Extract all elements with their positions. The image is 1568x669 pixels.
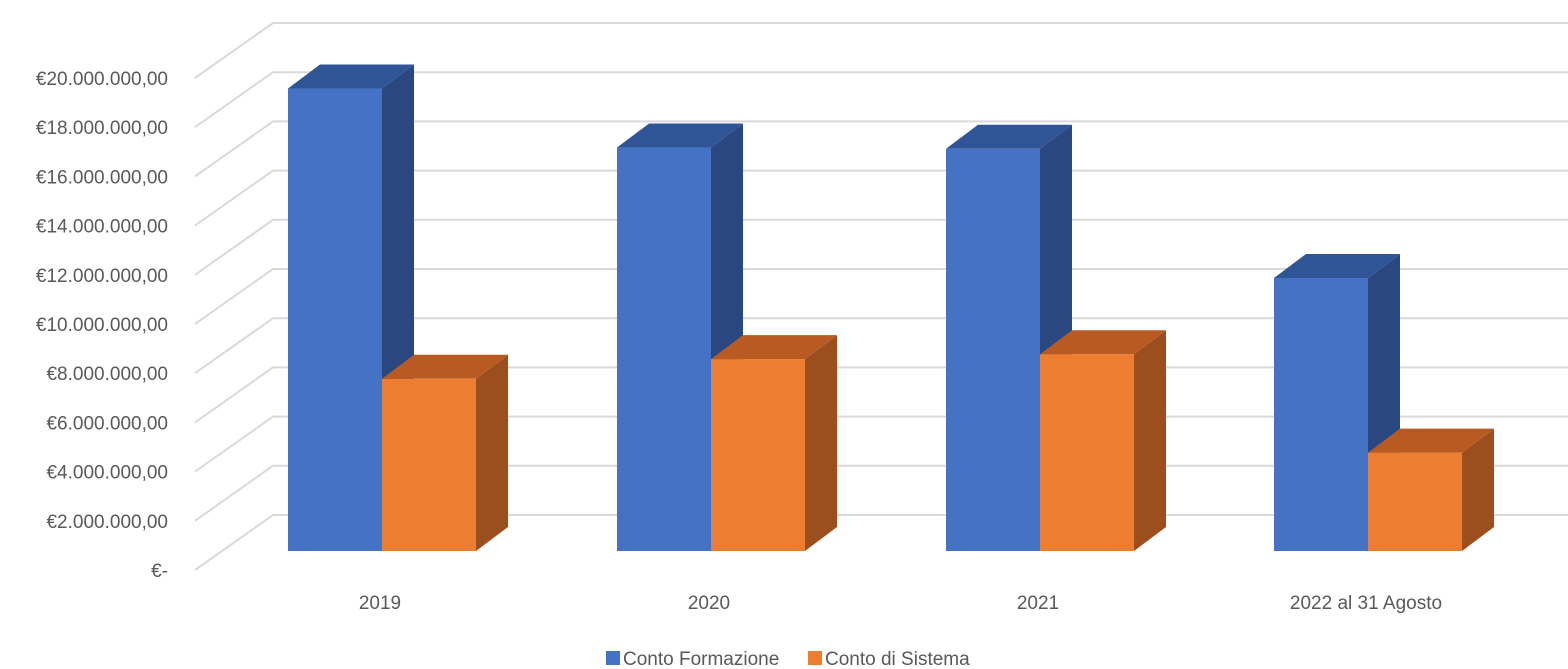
bar-side-face <box>805 335 837 551</box>
y-tick-label: €- <box>151 561 168 582</box>
y-tick-label: €4.000.000,00 <box>46 463 168 484</box>
bar-front-face <box>1274 277 1368 551</box>
y-tick-label: €2.000.000,00 <box>46 512 168 533</box>
y-tick-label: €14.000.000,00 <box>36 217 168 238</box>
y-tick-label: €20.000.000,00 <box>36 69 168 90</box>
bar-conto-di-sistema-1 <box>711 335 837 551</box>
legend-item: Conto Formazione <box>606 649 779 669</box>
x-category-label: 2022 al 31 Agosto <box>1290 593 1442 614</box>
y-tick-label: €8.000.000,00 <box>46 364 168 385</box>
bar-front-face <box>711 359 805 551</box>
bar-top-face <box>617 123 743 148</box>
legend: Conto Formazione Conto di Sistema <box>606 649 970 669</box>
x-category-label: 2021 <box>1017 593 1059 614</box>
bar-top-face <box>1368 428 1494 453</box>
bar-side-face <box>476 354 508 551</box>
gridline <box>194 317 1568 375</box>
legend-swatch <box>808 651 822 665</box>
bar-top-face <box>288 64 414 89</box>
bar-front-face <box>288 88 382 552</box>
bar-front-face <box>1040 354 1134 551</box>
gridline <box>194 268 1568 325</box>
bar-top-face <box>946 124 1072 149</box>
x-category-label: 2019 <box>359 593 401 614</box>
bar-conto-di-sistema-0 <box>382 354 508 551</box>
legend-swatch <box>606 651 620 665</box>
bar-top-face <box>711 335 837 360</box>
y-tick-label: €10.000.000,00 <box>36 315 168 336</box>
y-tick-label: €18.000.000,00 <box>36 118 168 139</box>
bar-front-face <box>617 147 711 551</box>
x-axis-category-labels: 2019 2020 2021 2022 al 31 Agosto <box>359 593 1442 614</box>
gridline <box>194 120 1568 178</box>
bar-front-face <box>382 378 476 551</box>
gridline <box>194 22 1568 79</box>
legend-label: Conto di Sistema <box>825 649 970 669</box>
y-tick-label: €12.000.000,00 <box>36 266 168 287</box>
bar-conto-formazione-2 <box>946 124 1072 552</box>
gridline <box>194 218 1568 276</box>
legend-label: Conto Formazione <box>623 649 779 669</box>
gridline <box>194 71 1568 129</box>
bar-front-face <box>946 148 1040 552</box>
bar-side-face <box>1462 428 1494 551</box>
bar-front-face <box>1368 452 1462 551</box>
x-category-label: 2020 <box>688 593 730 614</box>
bars <box>288 64 1494 552</box>
y-tick-label: €16.000.000,00 <box>36 167 168 188</box>
bar-top-face <box>1274 253 1400 278</box>
bar-top-face <box>1040 330 1166 355</box>
bar-conto-di-sistema-3 <box>1368 428 1494 551</box>
bar-conto-di-sistema-2 <box>1040 330 1166 551</box>
bar-top-face <box>382 354 508 379</box>
legend-item: Conto di Sistema <box>808 649 970 669</box>
gridlines <box>194 22 1568 571</box>
bar-side-face <box>1134 330 1166 551</box>
y-tick-label: €6.000.000,00 <box>46 413 168 434</box>
gridline <box>194 169 1568 227</box>
y-axis-tick-labels: €- €2.000.000,00 €4.000.000,00 €6.000.000,0… <box>36 69 168 582</box>
